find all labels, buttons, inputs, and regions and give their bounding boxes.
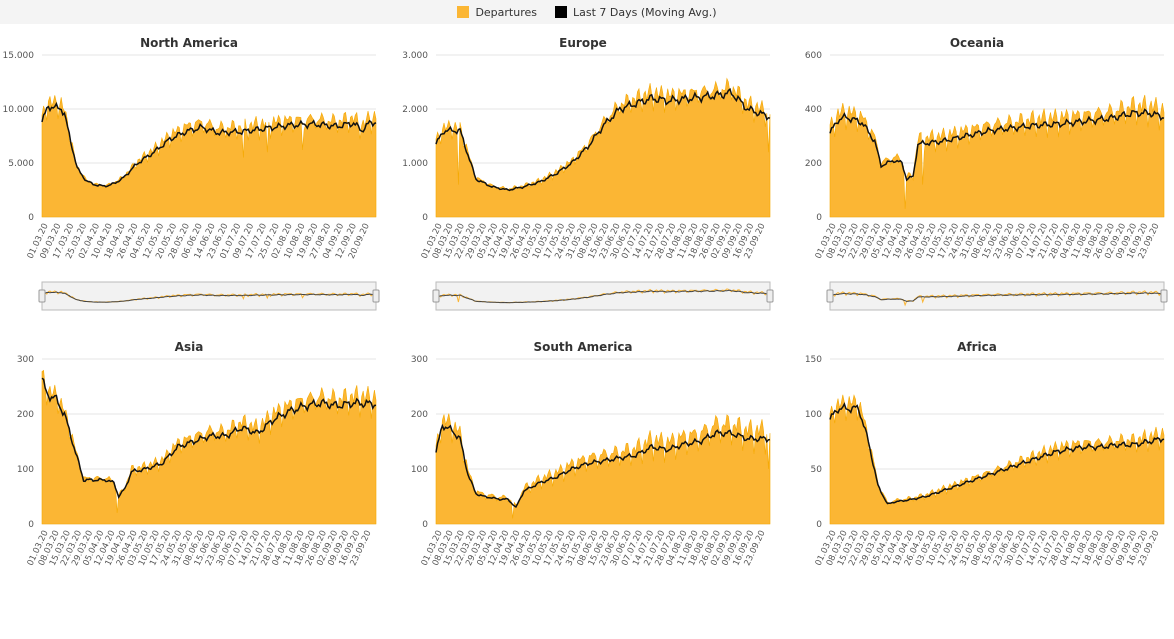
chart-south-america: South America 0 100 200 300 01.03.20 08.03.20 1… (394, 334, 780, 639)
legend-item-moving-average[interactable]: Last 7 Days (Moving Avg.) (555, 6, 717, 19)
y-tick-label: 0 (816, 213, 822, 223)
chart-svg: South America010020030001.03.2008.03.201… (411, 340, 771, 568)
chart-svg: Europe01.0002.0003.00001.03.2008.03.2015… (402, 36, 774, 311)
y-tick-label: 2.000 (402, 105, 428, 115)
navigator-frame (435, 281, 771, 311)
chart-svg: Africa05010015001.03.2008.03.2015.03.202… (805, 340, 1165, 568)
y-tick-label: 600 (805, 51, 822, 61)
chart-title: Africa (957, 340, 997, 354)
chart-europe: Europe 0 1.000 2.000 3.000 01.03.20 08.03.20 15… (394, 30, 780, 335)
navigator-frame (41, 281, 377, 311)
chart-title: Europe (559, 36, 607, 50)
y-tick-label: 300 (411, 355, 428, 365)
y-tick-label: 0 (422, 520, 428, 530)
y-tick-label: 100 (805, 410, 822, 420)
y-tick-label: 0 (28, 213, 34, 223)
moving-average-line (435, 423, 771, 508)
y-tick-label: 0 (422, 213, 428, 223)
chart-svg: North America05.00010.00015.00001.03.200… (3, 36, 380, 311)
departures-area (435, 413, 771, 525)
moving-average-line (41, 377, 377, 500)
y-tick-label: 0 (28, 520, 34, 530)
y-tick-label: 5.000 (8, 159, 34, 169)
navigator-handle-right[interactable] (1160, 289, 1168, 303)
chart-title: North America (140, 36, 238, 50)
y-tick-label: 1.000 (402, 159, 428, 169)
departures-area (435, 77, 771, 218)
departures-area (41, 369, 377, 525)
navigator-handle-left[interactable] (432, 289, 440, 303)
navigator-handle-left[interactable] (826, 289, 834, 303)
departures-area (829, 94, 1165, 218)
y-tick-label: 15.000 (3, 51, 35, 61)
navigator-handle-left[interactable] (38, 289, 46, 303)
moving-average-line (829, 108, 1165, 182)
legend-item-departures[interactable]: Departures (457, 6, 537, 19)
chart-africa: Africa 0 50 100 150 01.03.20 08.03.20 15.03.20 2… (788, 334, 1174, 639)
navigator-handle-right[interactable] (372, 289, 380, 303)
y-tick-label: 3.000 (402, 51, 428, 61)
moving-average-line (829, 402, 1165, 505)
legend-swatch-departures (457, 6, 470, 18)
chart-title: South America (533, 340, 632, 354)
navigator-handle-right[interactable] (766, 289, 774, 303)
departures-area (41, 95, 377, 218)
y-tick-label: 10.000 (3, 105, 35, 115)
chart-title: Asia (175, 340, 204, 354)
y-tick-label: 200 (17, 410, 34, 420)
y-tick-label: 100 (17, 465, 34, 475)
navigator-average-line (829, 292, 1164, 302)
chart-svg: Asia010020030001.03.2008.03.2015.03.2022… (17, 340, 377, 568)
y-tick-label: 200 (805, 159, 822, 169)
y-tick-label: 200 (411, 410, 428, 420)
chart-legend: Departures Last 7 Days (Moving Avg.) (0, 0, 1174, 24)
moving-average-line (435, 87, 771, 192)
y-tick-label: 150 (805, 355, 822, 365)
legend-label-moving-average: Last 7 Days (Moving Avg.) (573, 5, 717, 19)
navigator-average-line (41, 291, 376, 303)
legend-label-departures: Departures (475, 5, 537, 19)
departures-area (829, 394, 1165, 525)
navigator-departures-line (829, 290, 1165, 307)
legend-swatch-moving-average (555, 6, 567, 18)
navigator-average-line (435, 289, 770, 304)
moving-average-line (41, 101, 377, 188)
y-tick-label: 0 (816, 520, 822, 530)
y-tick-label: 100 (411, 465, 428, 475)
navigator-frame (829, 281, 1165, 311)
chart-north-america: North America 0 5.000 10.000 15.000 01.03.20 0… (0, 30, 386, 335)
y-tick-label: 300 (17, 355, 34, 365)
chart-oceania: Oceania 0 200 400 600 01.03.20 08.03.20 15.03.2… (788, 30, 1174, 335)
y-tick-label: 400 (805, 105, 822, 115)
y-tick-label: 50 (811, 465, 823, 475)
chart-title: Oceania (950, 36, 1004, 50)
chart-asia: Asia 0 100 200 300 01.03.20 08.03.20 15.03.20 22… (0, 334, 386, 639)
chart-svg: Oceania020040060001.03.2008.03.2015.03.2… (805, 36, 1168, 311)
